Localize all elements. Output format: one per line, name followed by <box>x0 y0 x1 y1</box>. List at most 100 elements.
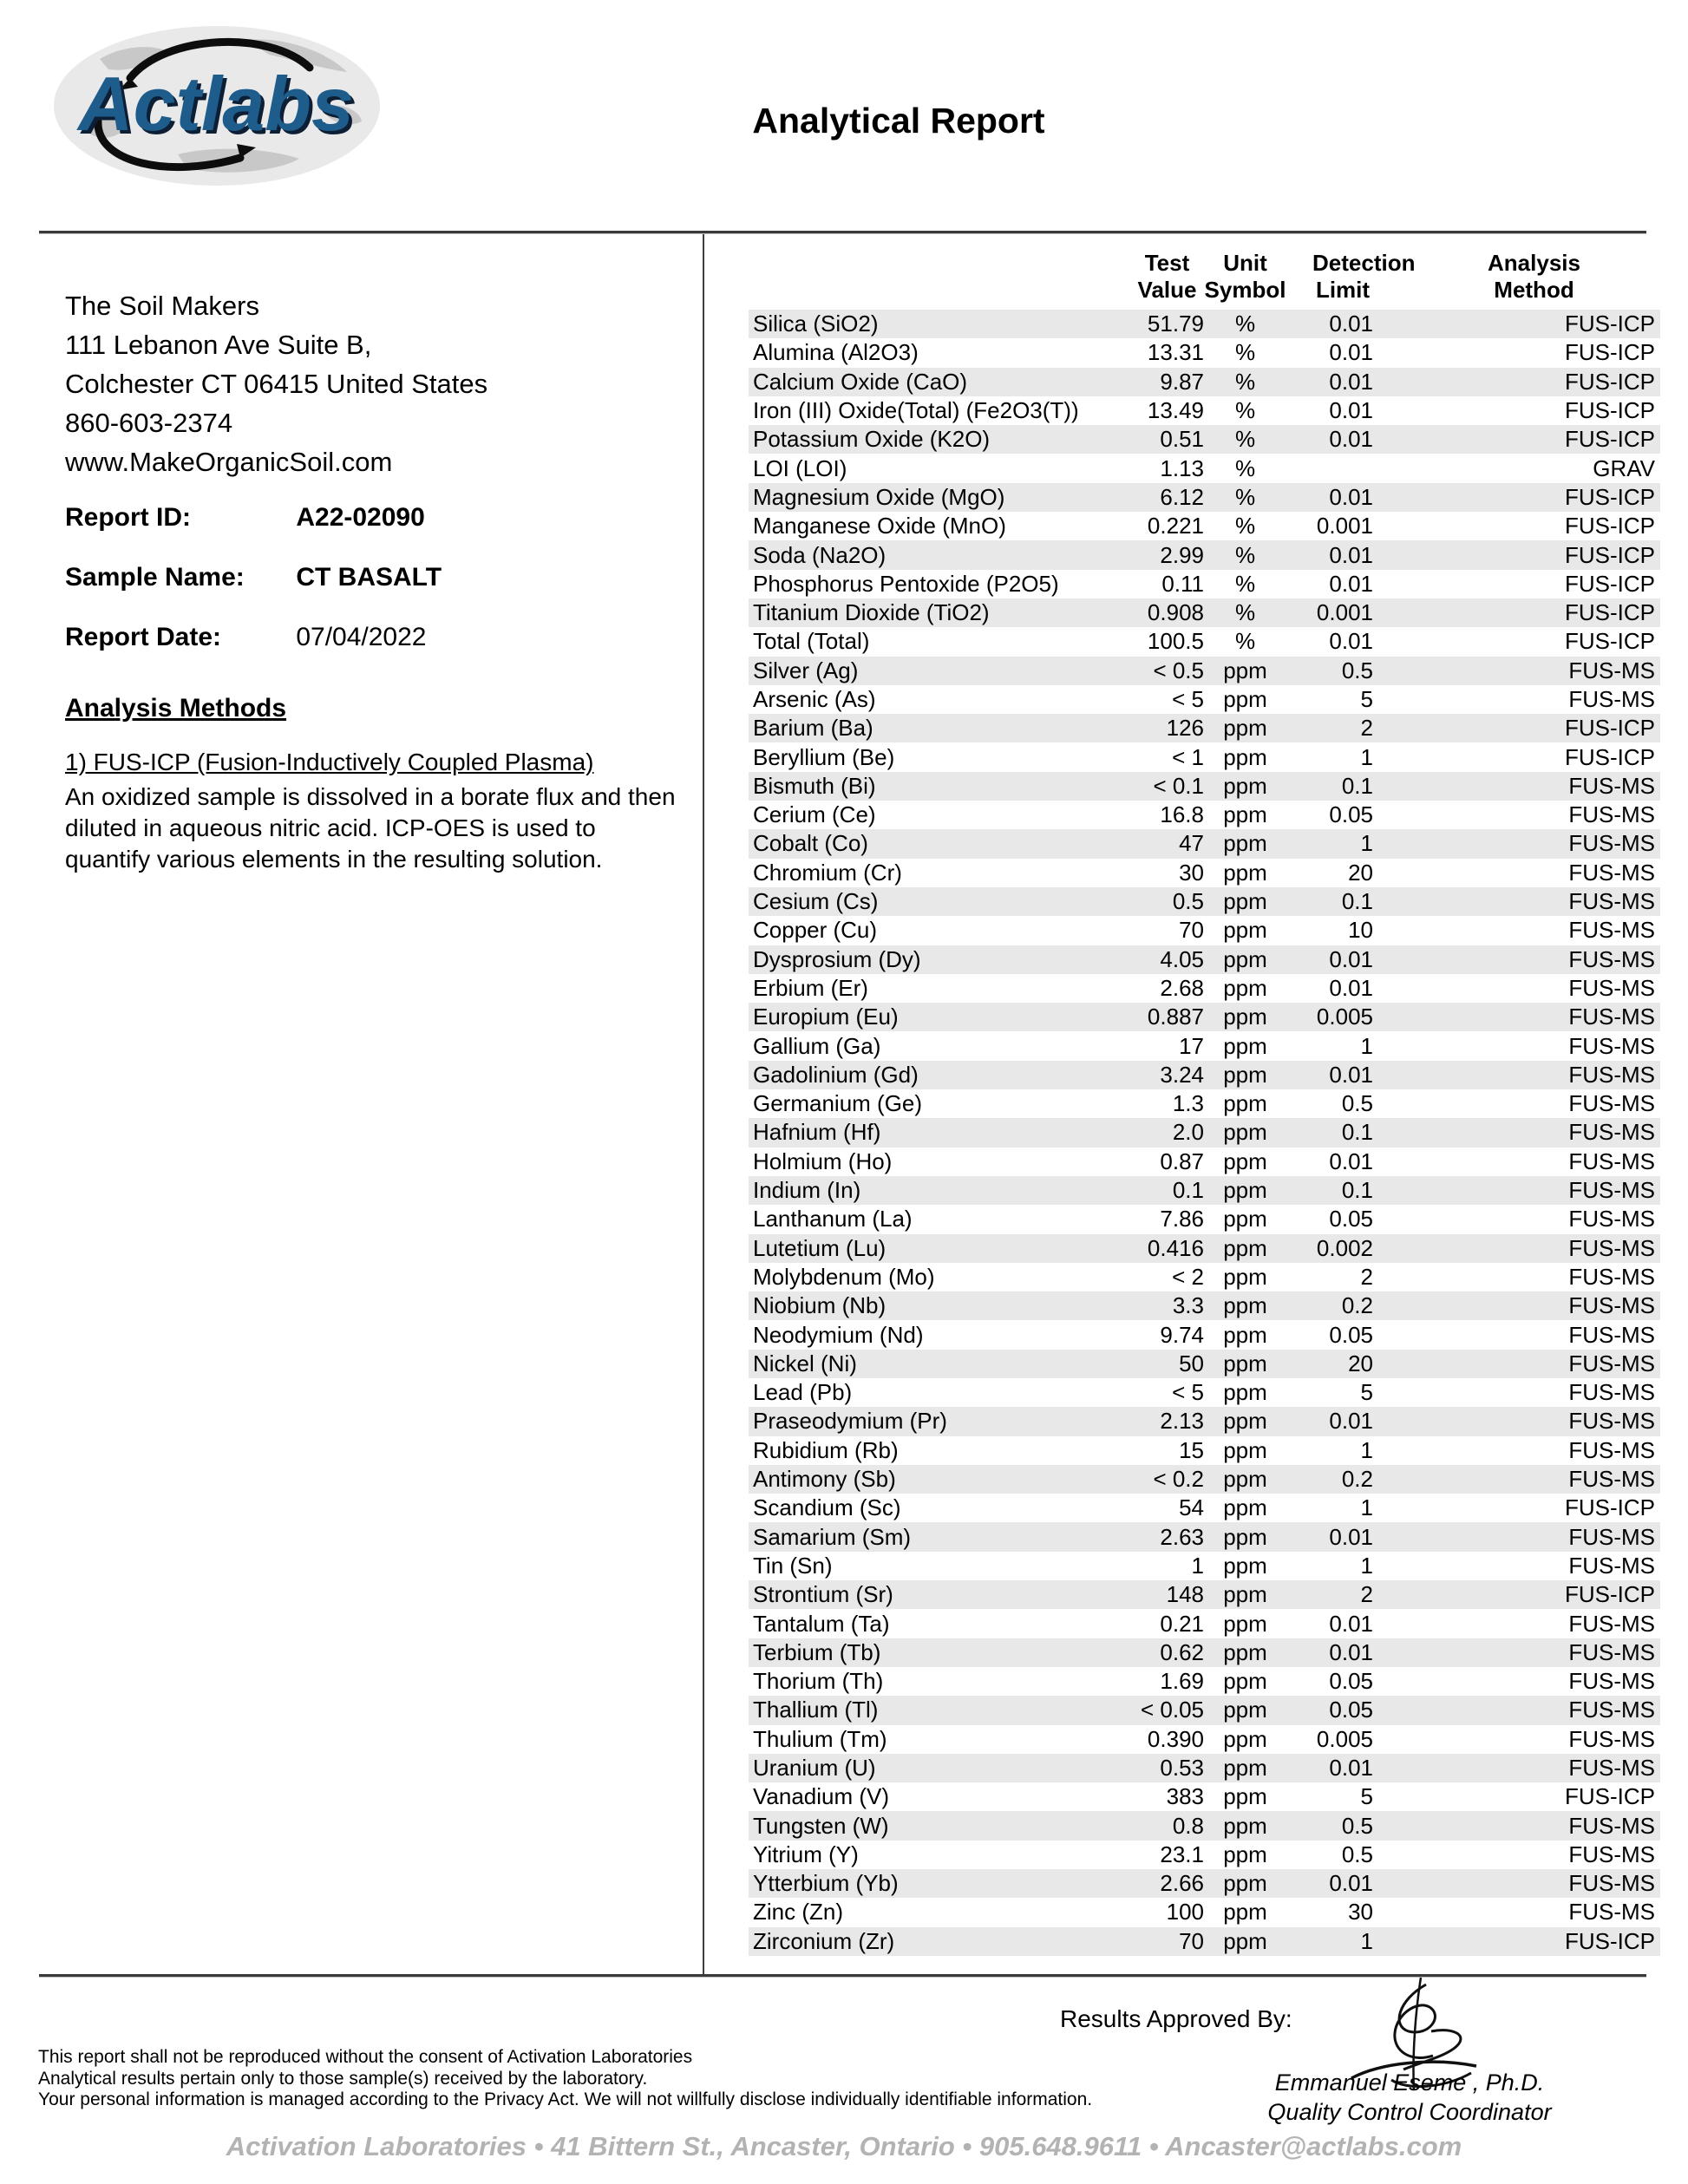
cell-method: FUS-ICP <box>1565 426 1655 453</box>
cell-analyte: Strontium (Sr) <box>753 1581 893 1608</box>
cell-unit: ppm <box>1223 1148 1267 1174</box>
cell-unit: % <box>1234 368 1256 395</box>
cell-method: FUS-MS <box>1568 1263 1655 1290</box>
cell-limit: 0.005 <box>1316 1004 1373 1030</box>
cell-method: FUS-ICP <box>1565 570 1655 597</box>
cell-value: 9.87 <box>1160 368 1204 395</box>
cell-analyte: Arsenic (As) <box>753 686 876 712</box>
cell-value: 0.1 <box>1172 1177 1204 1204</box>
cell-method: FUS-ICP <box>1565 1783 1655 1810</box>
cell-limit: 1 <box>1360 1552 1373 1579</box>
cell-unit: ppm <box>1223 772 1267 799</box>
cell-analyte: Chromium (Cr) <box>753 859 902 886</box>
cell-value: 7.86 <box>1160 1206 1204 1233</box>
method-1-title: 1) FUS-ICP (Fusion-Inductively Coupled P… <box>65 749 594 775</box>
client-info: The Soil Makers 111 Lebanon Ave Suite B,… <box>65 286 487 481</box>
table-row: Zirconium (Zr) 70 ppm 1 FUS-ICP <box>749 1926 1660 1956</box>
cell-limit: 0.01 <box>1329 426 1373 453</box>
report-id-value: A22-02090 <box>296 503 425 532</box>
cell-analyte: Praseodymium (Pr) <box>753 1408 947 1435</box>
table-row: Gadolinium (Gd) 3.24 ppm 0.01 FUS-MS <box>749 1060 1660 1090</box>
cell-limit: 0.2 <box>1341 1292 1373 1319</box>
header-analysis-method: Analysis Method <box>1488 250 1580 303</box>
table-row: Holmium (Ho) 0.87 ppm 0.01 FUS-MS <box>749 1148 1660 1176</box>
cell-unit: ppm <box>1223 1552 1267 1579</box>
cell-value: 0.221 <box>1147 513 1204 539</box>
cell-unit: ppm <box>1223 657 1267 683</box>
table-row: Nickel (Ni) 50 ppm 20 FUS-MS <box>749 1349 1660 1378</box>
cell-unit: ppm <box>1223 1725 1267 1752</box>
cell-analyte: Ytterbium (Yb) <box>753 1870 899 1897</box>
cell-method: FUS-ICP <box>1565 339 1655 366</box>
cell-value: < 2 <box>1172 1263 1204 1290</box>
cell-value: 9.74 <box>1160 1321 1204 1348</box>
cell-method: FUS-MS <box>1568 657 1655 683</box>
results-approved-label: Results Approved By: <box>1060 2005 1292 2032</box>
table-row: Cerium (Ce) 16.8 ppm 0.05 FUS-MS <box>749 801 1660 829</box>
disclaimer-line-2: Analytical results pertain only to those… <box>38 2068 648 2089</box>
cell-value: 0.62 <box>1160 1638 1204 1665</box>
cell-unit: ppm <box>1223 1090 1267 1117</box>
table-row: Zinc (Zn) 100 ppm 30 FUS-MS <box>749 1898 1660 1926</box>
cell-value: 15 <box>1179 1436 1204 1463</box>
cell-limit: 2 <box>1360 1263 1373 1290</box>
cell-method: FUS-MS <box>1568 859 1655 886</box>
cell-unit: ppm <box>1223 1436 1267 1463</box>
client-name: The Soil Makers <box>65 291 259 321</box>
cell-analyte: Zinc (Zn) <box>753 1899 843 1926</box>
cell-unit: ppm <box>1223 715 1267 742</box>
cell-method: FUS-MS <box>1568 1552 1655 1579</box>
table-row: Yitrium (Y) 23.1 ppm 0.5 FUS-MS <box>749 1841 1660 1869</box>
cell-analyte: Thorium (Th) <box>753 1668 884 1695</box>
cell-method: FUS-MS <box>1568 1032 1655 1059</box>
table-row: Calcium Oxide (CaO) 9.87% 0.01 FUS-ICP <box>749 367 1660 396</box>
cell-method: FUS-MS <box>1568 801 1655 828</box>
cell-method: FUS-MS <box>1568 1697 1655 1723</box>
table-row: Total (Total) 100.5% 0.01 FUS-ICP <box>749 627 1660 656</box>
cell-analyte: LOI (LOI) <box>753 454 847 481</box>
cell-limit: 0.01 <box>1329 1523 1373 1550</box>
cell-method: FUS-ICP <box>1565 397 1655 424</box>
cell-limit: 0.1 <box>1341 888 1373 915</box>
logo-text: Actlabs <box>76 61 354 147</box>
cell-limit: 0.01 <box>1329 339 1373 366</box>
disclaimer-line-1: This report shall not be reproduced with… <box>38 2047 693 2067</box>
cell-value: 1.13 <box>1160 454 1204 481</box>
cell-analyte: Cerium (Ce) <box>753 801 876 828</box>
cell-analyte: Yitrium (Y) <box>753 1841 859 1867</box>
table-row: Barium (Ba) 126 ppm 2 FUS-ICP <box>749 714 1660 743</box>
results-table: Test Value Unit Symbol Detection Limit A… <box>749 250 1660 1956</box>
client-address1: 111 Lebanon Ave Suite B, <box>65 330 372 360</box>
cell-analyte: Bismuth (Bi) <box>753 772 876 799</box>
vertical-divider <box>703 234 704 1974</box>
table-row: Thulium (Tm) 0.390 ppm 0.005 FUS-MS <box>749 1725 1660 1754</box>
cell-analyte: Europium (Eu) <box>753 1004 899 1030</box>
cell-limit: 20 <box>1348 859 1373 886</box>
top-rule <box>39 231 1646 234</box>
table-row: Vanadium (V) 383 ppm 5 FUS-ICP <box>749 1782 1660 1811</box>
cell-analyte: Silica (SiO2) <box>753 311 879 337</box>
cell-analyte: Rubidium (Rb) <box>753 1436 899 1463</box>
cell-analyte: Total (Total) <box>753 628 870 655</box>
cell-method: FUS-MS <box>1568 1638 1655 1665</box>
cell-method: FUS-MS <box>1568 686 1655 712</box>
client-address2: Colchester CT 06415 United States <box>65 369 488 399</box>
cell-unit: ppm <box>1223 1234 1267 1261</box>
cell-analyte: Lutetium (Lu) <box>753 1234 887 1261</box>
cell-limit: 0.01 <box>1329 628 1373 655</box>
disclaimer-line-3: Your personal information is managed acc… <box>38 2089 1093 2109</box>
cell-value: 1.3 <box>1172 1090 1204 1117</box>
cell-value: 383 <box>1166 1783 1204 1810</box>
results-table-header: Test Value Unit Symbol Detection Limit A… <box>749 250 1660 310</box>
cell-value: 70 <box>1179 917 1204 944</box>
table-row: Niobium (Nb) 3.3 ppm 0.2 FUS-MS <box>749 1291 1660 1321</box>
cell-unit: ppm <box>1223 1292 1267 1319</box>
cell-limit: 0.05 <box>1329 1697 1373 1723</box>
cell-limit: 10 <box>1348 917 1373 944</box>
cell-limit: 5 <box>1360 1379 1373 1406</box>
table-row: Thorium (Th) 1.69 ppm 0.05 FUS-MS <box>749 1667 1660 1696</box>
cell-value: 50 <box>1179 1350 1204 1376</box>
cell-analyte: Hafnium (Hf) <box>753 1119 881 1146</box>
cell-analyte: Zirconium (Zr) <box>753 1927 895 1954</box>
cell-method: FUS-MS <box>1568 1234 1655 1261</box>
